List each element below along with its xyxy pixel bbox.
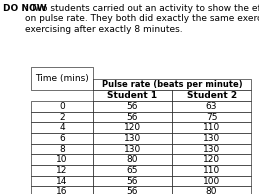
Text: Student 1: Student 1 xyxy=(107,91,157,100)
Text: 63: 63 xyxy=(206,102,217,111)
Text: 80: 80 xyxy=(206,187,217,194)
Text: 14: 14 xyxy=(56,177,68,186)
Text: 80: 80 xyxy=(127,155,138,164)
Text: 8: 8 xyxy=(59,145,65,154)
Text: Student 2: Student 2 xyxy=(186,91,237,100)
Text: 110: 110 xyxy=(203,166,220,175)
Text: 130: 130 xyxy=(203,145,220,154)
Text: 75: 75 xyxy=(206,113,217,122)
Text: 56: 56 xyxy=(127,102,138,111)
Text: 16: 16 xyxy=(56,187,68,194)
Text: 2: 2 xyxy=(59,113,65,122)
Text: 130: 130 xyxy=(124,145,141,154)
Text: DO NOW: DO NOW xyxy=(3,4,46,13)
Text: 110: 110 xyxy=(203,123,220,132)
Text: 6: 6 xyxy=(59,134,65,143)
Text: 100: 100 xyxy=(203,177,220,186)
Text: 0: 0 xyxy=(59,102,65,111)
Text: 130: 130 xyxy=(203,134,220,143)
Text: 10: 10 xyxy=(56,155,68,164)
Text: 56: 56 xyxy=(127,177,138,186)
Text: 120: 120 xyxy=(203,155,220,164)
Text: 56: 56 xyxy=(127,187,138,194)
Text: : Two students carried out an activity to show the effect of exercise
on pulse r: : Two students carried out an activity t… xyxy=(25,4,259,34)
Text: 56: 56 xyxy=(127,113,138,122)
Text: Pulse rate (beats per minute): Pulse rate (beats per minute) xyxy=(102,80,242,89)
Text: Time (mins): Time (mins) xyxy=(35,74,89,83)
Text: 120: 120 xyxy=(124,123,141,132)
Text: 4: 4 xyxy=(59,123,65,132)
Text: 12: 12 xyxy=(56,166,68,175)
Text: 130: 130 xyxy=(124,134,141,143)
Text: 65: 65 xyxy=(127,166,138,175)
